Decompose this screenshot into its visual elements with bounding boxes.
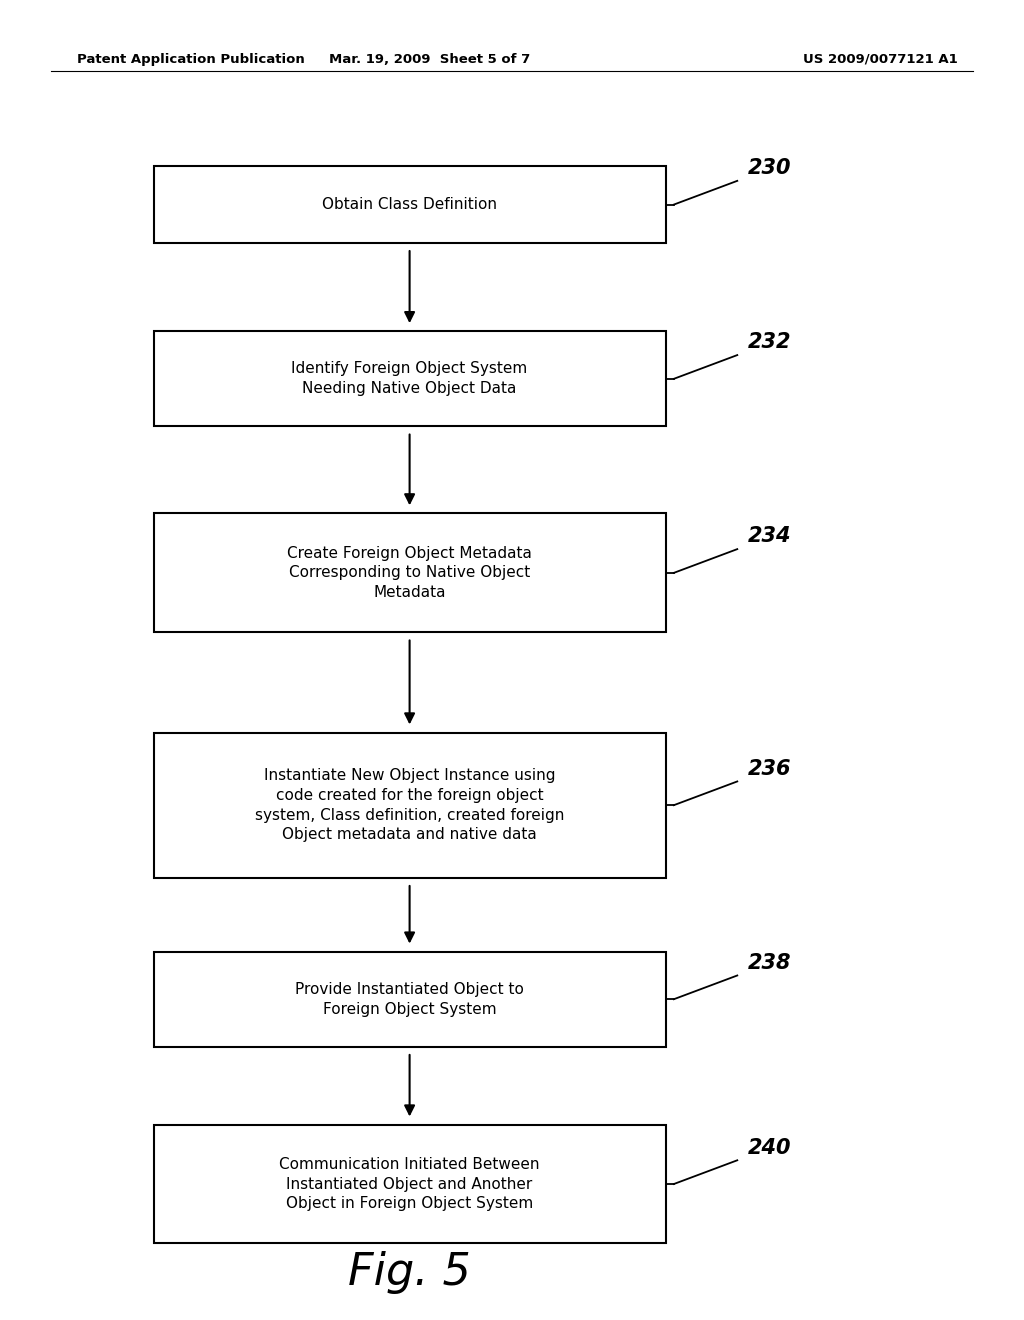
- Bar: [154, 331, 666, 426]
- Text: 232: 232: [748, 333, 791, 352]
- Text: Identify Foreign Object System
Needing Native Object Data: Identify Foreign Object System Needing N…: [292, 362, 527, 396]
- Bar: [154, 733, 666, 878]
- Text: US 2009/0077121 A1: US 2009/0077121 A1: [803, 53, 957, 66]
- Text: Communication Initiated Between
Instantiated Object and Another
Object in Foreig: Communication Initiated Between Instanti…: [280, 1156, 540, 1212]
- Bar: [154, 166, 666, 243]
- Text: Obtain Class Definition: Obtain Class Definition: [323, 197, 497, 213]
- Text: Create Foreign Object Metadata
Corresponding to Native Object
Metadata: Create Foreign Object Metadata Correspon…: [287, 545, 532, 601]
- Bar: [154, 1125, 666, 1243]
- Text: Fig. 5: Fig. 5: [348, 1250, 471, 1294]
- Text: 240: 240: [748, 1138, 791, 1158]
- Text: Mar. 19, 2009  Sheet 5 of 7: Mar. 19, 2009 Sheet 5 of 7: [330, 53, 530, 66]
- Text: 236: 236: [748, 759, 791, 779]
- Text: Provide Instantiated Object to
Foreign Object System: Provide Instantiated Object to Foreign O…: [295, 982, 524, 1016]
- Text: 234: 234: [748, 527, 791, 546]
- Text: 238: 238: [748, 953, 791, 973]
- Bar: [154, 952, 666, 1047]
- Text: Instantiate New Object Instance using
code created for the foreign object
system: Instantiate New Object Instance using co…: [255, 768, 564, 842]
- Text: 230: 230: [748, 158, 791, 178]
- Text: Patent Application Publication: Patent Application Publication: [77, 53, 304, 66]
- Bar: [154, 513, 666, 632]
